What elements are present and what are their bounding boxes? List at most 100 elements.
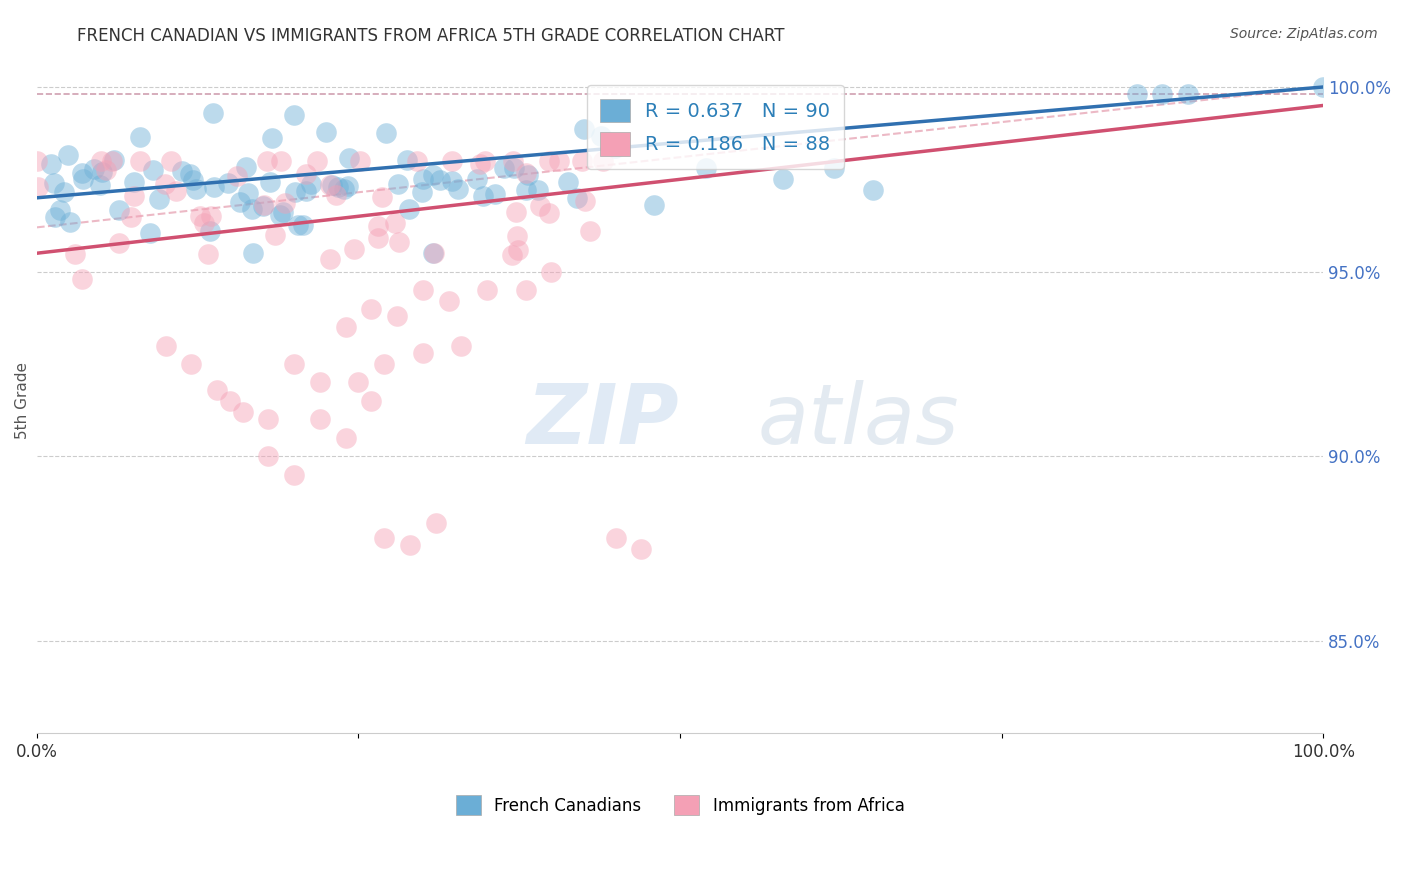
Point <box>274 196 297 211</box>
Text: FRENCH CANADIAN VS IMMIGRANTS FROM AFRICA 5TH GRADE CORRELATION CHART: FRENCH CANADIAN VS IMMIGRANTS FROM AFRIC… <box>77 27 785 45</box>
Point <box>90 165 112 179</box>
Point <box>1177 87 1199 102</box>
Point <box>695 161 717 176</box>
Point <box>299 177 322 191</box>
Point <box>360 394 382 409</box>
Point <box>240 202 263 217</box>
Point <box>170 164 193 178</box>
Point <box>94 163 117 178</box>
Point <box>347 376 370 390</box>
Point <box>572 122 595 136</box>
Point <box>101 153 124 168</box>
Point <box>515 166 537 180</box>
Point <box>1152 87 1174 102</box>
Point <box>605 531 627 545</box>
Point <box>193 216 215 230</box>
Point <box>441 174 464 188</box>
Point <box>823 161 845 176</box>
Point <box>412 283 434 297</box>
Point <box>236 186 259 201</box>
Point <box>371 190 394 204</box>
Point <box>180 357 202 371</box>
Point <box>502 161 524 176</box>
Point <box>862 183 884 197</box>
Point <box>565 191 588 205</box>
Point <box>218 394 240 409</box>
Point <box>450 338 472 352</box>
Point <box>83 161 105 176</box>
Point <box>90 153 112 168</box>
Point <box>772 172 794 186</box>
Point <box>108 236 131 251</box>
Point <box>412 346 434 360</box>
Point <box>226 169 249 183</box>
Point <box>603 141 626 155</box>
Point <box>256 153 278 168</box>
Point <box>305 153 328 168</box>
Point <box>181 173 204 187</box>
Point <box>396 153 419 167</box>
Legend: French Canadians, Immigrants from Africa: French Canadians, Immigrants from Africa <box>449 789 911 822</box>
Point <box>295 184 318 198</box>
Point <box>264 228 287 243</box>
Point <box>557 175 579 189</box>
Point <box>337 151 360 165</box>
Point <box>1312 80 1334 95</box>
Point <box>283 357 305 371</box>
Point <box>475 283 498 297</box>
Point <box>411 185 433 199</box>
Point <box>630 541 652 556</box>
Point <box>502 153 524 168</box>
Point <box>349 153 371 168</box>
Point <box>122 189 145 203</box>
Point <box>579 224 602 238</box>
Point <box>423 245 446 260</box>
Point <box>205 383 228 397</box>
Point <box>399 538 422 552</box>
Point <box>337 179 360 194</box>
Point <box>319 178 342 192</box>
Point <box>53 186 76 200</box>
Point <box>309 376 332 390</box>
Point <box>72 166 94 180</box>
Point <box>202 106 225 120</box>
Point <box>58 148 80 162</box>
Point <box>325 188 347 202</box>
Point <box>429 173 451 187</box>
Point <box>505 229 527 244</box>
Point <box>287 218 309 232</box>
Point <box>72 171 94 186</box>
Point <box>343 242 366 256</box>
Point <box>198 224 221 238</box>
Point <box>232 405 254 419</box>
Point <box>412 172 434 186</box>
Point <box>540 265 562 279</box>
Point <box>253 198 276 212</box>
Point <box>252 199 274 213</box>
Point <box>160 153 183 168</box>
Point <box>39 157 62 171</box>
Point <box>142 163 165 178</box>
Point <box>186 182 208 196</box>
Point <box>385 309 408 323</box>
Point <box>367 219 389 233</box>
Point <box>515 283 537 297</box>
Point <box>505 205 527 219</box>
Point <box>42 176 65 190</box>
Point <box>527 183 550 197</box>
Point <box>229 194 252 209</box>
Point <box>108 202 131 217</box>
Point <box>315 125 337 139</box>
Point <box>592 153 614 168</box>
Y-axis label: 5th Grade: 5th Grade <box>15 362 30 440</box>
Point <box>155 338 177 352</box>
Point <box>153 177 176 191</box>
Point <box>120 210 142 224</box>
Point <box>384 216 406 230</box>
Point <box>190 209 212 223</box>
Point <box>283 467 305 482</box>
Point <box>335 431 357 445</box>
Point <box>283 108 305 122</box>
Point <box>269 208 291 222</box>
Point <box>367 231 389 245</box>
